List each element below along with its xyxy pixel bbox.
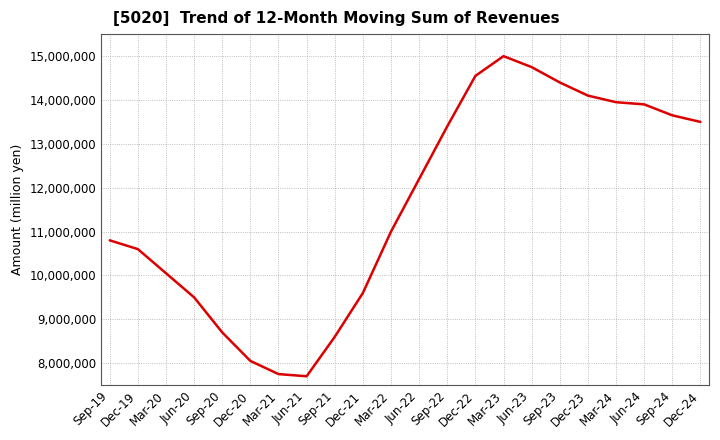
Text: [5020]  Trend of 12-Month Moving Sum of Revenues: [5020] Trend of 12-Month Moving Sum of R… xyxy=(114,11,560,26)
Y-axis label: Amount (million yen): Amount (million yen) xyxy=(11,144,24,275)
